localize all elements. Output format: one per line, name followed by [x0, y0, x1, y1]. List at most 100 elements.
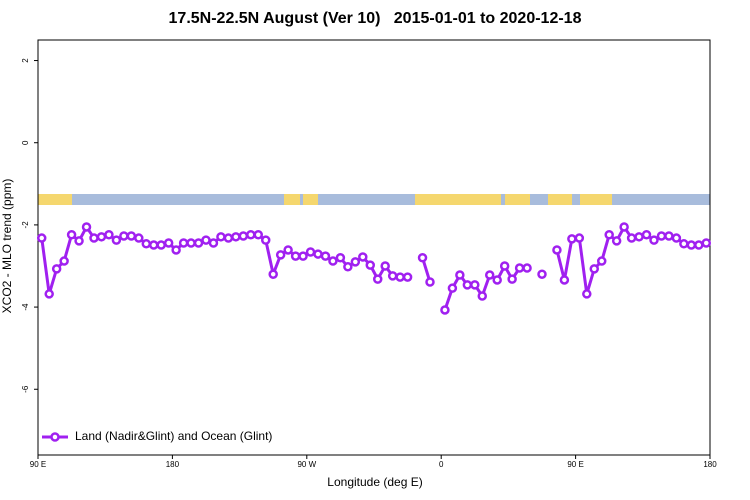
- y-axis-label: XCO2 - MLO trend (ppm): [0, 179, 14, 314]
- data-point: [59, 256, 69, 266]
- data-point: [81, 222, 92, 232]
- data-point: [455, 270, 465, 280]
- data-point: [134, 233, 144, 243]
- data-point: [559, 275, 570, 285]
- data-point: [589, 264, 600, 274]
- data-point: [395, 272, 405, 282]
- data-point: [604, 230, 614, 240]
- data-point: [686, 240, 697, 250]
- data-point: [111, 235, 122, 245]
- data-point: [462, 280, 473, 290]
- data-point: [253, 230, 264, 240]
- data-point: [701, 238, 712, 248]
- data-point: [574, 233, 585, 243]
- data-point: [619, 222, 629, 232]
- data-point: [298, 251, 308, 261]
- data-point: [290, 251, 301, 261]
- data-point: [223, 233, 234, 243]
- data-point: [484, 270, 495, 280]
- x-tick-label: 180: [703, 460, 717, 469]
- data-point: [335, 253, 346, 263]
- data-point: [417, 253, 428, 263]
- data-point: [671, 233, 682, 243]
- data-point: [470, 280, 480, 290]
- data-point: [44, 289, 54, 299]
- data-point: [51, 264, 62, 274]
- data-point: [499, 261, 510, 271]
- data-point: [350, 257, 361, 267]
- x-tick-label: 90 E: [567, 460, 583, 469]
- data-point: [596, 256, 607, 266]
- data-point: [522, 263, 532, 273]
- data-point: [447, 283, 458, 293]
- data-point: [582, 289, 592, 299]
- x-axis-label: Longitude (deg E): [327, 475, 422, 489]
- data-point: [275, 250, 286, 260]
- data-point: [611, 236, 622, 246]
- x-tick-label: 0: [439, 460, 444, 469]
- data-point: [320, 251, 331, 261]
- legend-label: Land (Nadir&Glint) and Ocean (Glint): [75, 429, 272, 443]
- data-point: [231, 232, 241, 242]
- data-point: [163, 238, 174, 248]
- data-point: [260, 235, 271, 245]
- y-tick-label: 2: [21, 58, 30, 63]
- data-point: [387, 271, 398, 281]
- data-point: [537, 269, 547, 279]
- data-point: [507, 274, 517, 284]
- data-point: [148, 240, 159, 250]
- data-point: [89, 233, 99, 243]
- data-point: [208, 238, 219, 248]
- data-point: [238, 231, 249, 241]
- data-point: [119, 231, 129, 241]
- land-ocean-strip: [38, 194, 710, 205]
- data-point: [193, 238, 204, 248]
- data-point: [492, 275, 502, 285]
- data-point: [626, 233, 637, 243]
- data-point: [552, 245, 562, 255]
- data-point: [567, 234, 577, 244]
- y-tick-label: 0: [21, 140, 30, 145]
- data-point: [477, 291, 488, 301]
- data-point: [641, 230, 652, 240]
- data-point: [186, 238, 196, 248]
- data-point: [656, 231, 667, 241]
- data-point: [694, 240, 704, 250]
- y-tick-label: -2: [21, 221, 30, 229]
- plot-frame: [37, 39, 711, 456]
- data-point: [372, 274, 383, 284]
- x-tick-label: 90 E: [30, 460, 46, 469]
- data-point: [201, 235, 211, 245]
- y-tick-label: -4: [21, 303, 30, 311]
- data-point: [305, 247, 316, 257]
- y-tick-label: -6: [21, 385, 30, 393]
- data-point: [171, 245, 181, 255]
- data-point: [328, 256, 338, 266]
- data-point: [126, 231, 137, 241]
- data-point: [141, 239, 152, 249]
- data-point: [664, 231, 674, 241]
- data-point: [268, 269, 278, 279]
- data-point: [313, 249, 323, 259]
- data-point: [246, 230, 256, 240]
- data-point: [365, 260, 376, 270]
- data-point: [649, 235, 659, 245]
- data-point: [36, 233, 47, 243]
- chart-title: 17.5N-22.5N August (Ver 10) 2015-01-01 t…: [169, 10, 582, 27]
- x-tick-label: 90 W: [297, 460, 316, 469]
- data-point: [634, 232, 644, 242]
- data-point: [358, 252, 368, 262]
- data-point: [440, 305, 450, 315]
- data-point: [380, 261, 390, 271]
- x-tick-label: 180: [166, 460, 180, 469]
- data-point: [679, 239, 689, 249]
- data-point: [402, 272, 413, 282]
- data-point: [74, 236, 84, 246]
- data-point: [514, 263, 525, 273]
- data-point: [156, 240, 166, 250]
- data-point: [66, 230, 77, 240]
- data-point: [216, 232, 226, 242]
- data-point: [96, 232, 107, 242]
- legend-marker: [50, 432, 60, 442]
